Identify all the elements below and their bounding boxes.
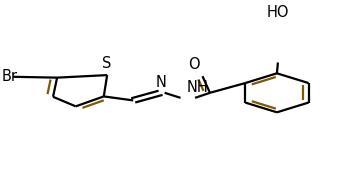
Text: S: S [102, 56, 112, 71]
Text: Br: Br [1, 69, 18, 84]
Text: NH: NH [187, 80, 208, 95]
Text: O: O [189, 57, 200, 72]
Text: N: N [155, 75, 166, 90]
Text: HO: HO [267, 5, 289, 20]
